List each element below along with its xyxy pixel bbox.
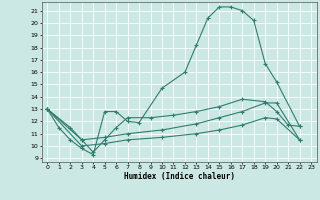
X-axis label: Humidex (Indice chaleur): Humidex (Indice chaleur) — [124, 172, 235, 181]
